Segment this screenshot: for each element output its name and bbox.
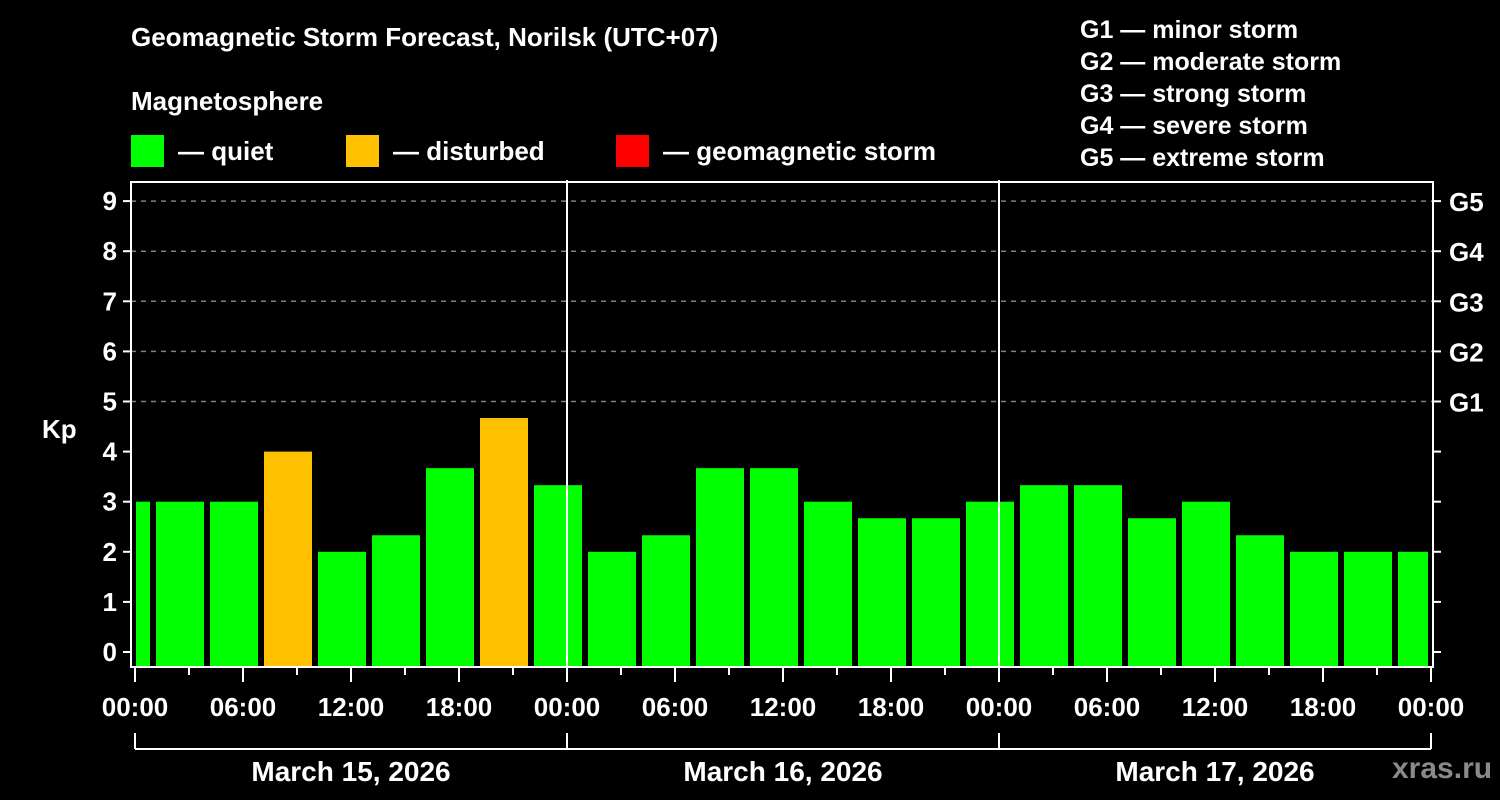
y-tick-label: 8 bbox=[103, 236, 117, 266]
kp-bar bbox=[1182, 501, 1230, 666]
kp-bar bbox=[1398, 551, 1428, 666]
y-tick-label: 7 bbox=[103, 286, 117, 316]
kp-bar bbox=[210, 501, 258, 666]
legend-swatch-storm bbox=[616, 135, 649, 167]
g-scale-legend: G1 — minor storm G2 — moderate storm G3 … bbox=[1080, 14, 1341, 174]
kp-bar bbox=[804, 501, 852, 666]
watermark: xras.ru bbox=[1392, 752, 1493, 785]
legend-label-quiet: — quiet bbox=[178, 135, 274, 166]
legend-item-storm: — geomagnetic storm bbox=[616, 135, 936, 167]
x-tick-label: 06:00 bbox=[1074, 692, 1141, 722]
x-tick-label: 00:00 bbox=[534, 692, 601, 722]
x-tick-label: 06:00 bbox=[210, 692, 277, 722]
kp-bar bbox=[1128, 518, 1176, 666]
kp-bar bbox=[642, 535, 690, 666]
kp-bar bbox=[156, 501, 204, 666]
legend-label-storm: — geomagnetic storm bbox=[663, 135, 937, 166]
kp-bar bbox=[1344, 551, 1392, 666]
y-tick-label: 4 bbox=[103, 437, 118, 467]
kp-bar bbox=[372, 535, 420, 666]
g-scale-label: G5 bbox=[1449, 187, 1484, 217]
x-tick-label: 00:00 bbox=[966, 692, 1033, 722]
kp-bar bbox=[696, 468, 744, 666]
y-tick-label: 9 bbox=[103, 186, 117, 216]
x-tick-label: 12:00 bbox=[750, 692, 817, 722]
kp-bar bbox=[136, 501, 150, 666]
day-label: March 15, 2026 bbox=[251, 756, 450, 787]
g-scale-label: G4 bbox=[1449, 237, 1484, 267]
x-tick-label: 18:00 bbox=[426, 692, 493, 722]
y-tick-label: 5 bbox=[103, 387, 117, 417]
kp-bar bbox=[588, 551, 636, 666]
kp-bar bbox=[912, 518, 960, 666]
day-label: March 16, 2026 bbox=[683, 756, 882, 787]
legend-item-disturbed: — disturbed bbox=[346, 135, 545, 167]
chart-title: Geomagnetic Storm Forecast, Norilsk (UTC… bbox=[131, 22, 719, 52]
kp-bar bbox=[264, 451, 312, 666]
kp-bar bbox=[318, 551, 366, 666]
kp-bar bbox=[1020, 485, 1068, 666]
kp-bar bbox=[480, 418, 528, 666]
x-tick-label: 00:00 bbox=[1398, 692, 1465, 722]
kp-bar bbox=[1074, 485, 1122, 666]
x-tick-label: 12:00 bbox=[1182, 692, 1249, 722]
legend-heading: Magnetosphere bbox=[131, 86, 324, 116]
g-scale-item: G2 — moderate storm bbox=[1080, 48, 1342, 76]
x-tick-label: 12:00 bbox=[318, 692, 385, 722]
x-tick-label: 00:00 bbox=[102, 692, 169, 722]
kp-bar bbox=[1290, 551, 1338, 666]
legend-swatch-disturbed bbox=[346, 135, 379, 167]
g-scale-item: G3 — strong storm bbox=[1080, 80, 1307, 108]
g-scale-item: G1 — minor storm bbox=[1080, 16, 1299, 44]
kp-bar bbox=[858, 518, 906, 666]
y-tick-label: 0 bbox=[103, 637, 117, 667]
kp-bar bbox=[966, 501, 1014, 666]
y-tick-label: 3 bbox=[103, 487, 117, 517]
g-scale-label: G2 bbox=[1449, 337, 1484, 367]
legend-label-disturbed: — disturbed bbox=[393, 135, 545, 166]
y-tick-label: 1 bbox=[103, 587, 117, 617]
g-scale-label: G1 bbox=[1449, 388, 1484, 418]
kp-bar bbox=[1236, 535, 1284, 666]
legend-item-quiet: — quiet bbox=[131, 135, 273, 167]
g-scale-label: G3 bbox=[1449, 287, 1484, 317]
y-tick-label: 2 bbox=[103, 537, 117, 567]
g-scale-item: G5 — extreme storm bbox=[1080, 144, 1325, 172]
x-tick-label: 18:00 bbox=[1290, 692, 1357, 722]
kp-bar bbox=[750, 468, 798, 666]
y-axis-label: Kp bbox=[42, 414, 77, 444]
x-tick-label: 06:00 bbox=[642, 692, 709, 722]
kp-bar bbox=[534, 485, 582, 666]
kp-bar bbox=[426, 468, 474, 666]
day-label: March 17, 2026 bbox=[1115, 756, 1314, 787]
g-scale-item: G4 — severe storm bbox=[1080, 112, 1308, 140]
x-tick-label: 18:00 bbox=[858, 692, 925, 722]
y-tick-label: 6 bbox=[103, 336, 117, 366]
legend-swatch-quiet bbox=[131, 135, 164, 167]
